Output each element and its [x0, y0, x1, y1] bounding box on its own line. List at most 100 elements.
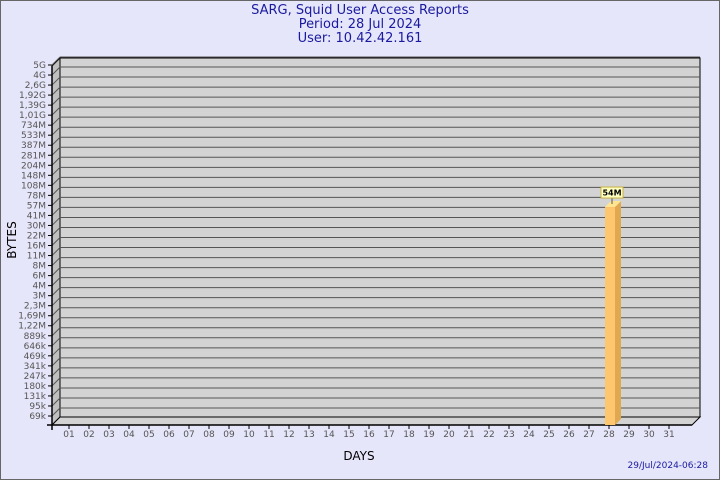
x-tick-label: 08 — [203, 430, 215, 440]
x-tick-label: 15 — [343, 430, 354, 440]
y-tick-label: 387M — [21, 141, 46, 151]
x-tick-label: 30 — [643, 430, 655, 440]
y-tick-label: 16M — [27, 242, 46, 252]
y-tick-diag — [51, 397, 61, 407]
y-tick-label: 646k — [24, 342, 47, 352]
y-tick-diag — [51, 357, 61, 367]
y-tick-diag — [51, 317, 61, 327]
x-tick-label: 06 — [163, 430, 175, 440]
x-tick-label: 04 — [123, 430, 135, 440]
x-tick-label: 24 — [523, 430, 535, 440]
y-tick-label: 5G — [33, 61, 46, 71]
y-tick-diag — [51, 197, 61, 206]
y-tick-label: 4M — [33, 282, 47, 292]
x-axis-label: DAYS — [343, 449, 374, 463]
y-tick-label: 6M — [33, 272, 47, 282]
y-tick-label: 78M — [27, 191, 46, 201]
x-tick-label: 05 — [143, 430, 154, 440]
y-tick-diag — [51, 257, 61, 266]
plot-floor — [50, 416, 702, 426]
x-tick-label: 21 — [463, 430, 474, 440]
y-tick-diag — [51, 337, 61, 347]
y-tick-diag — [51, 66, 61, 76]
y-tick-label: 22M — [27, 231, 46, 241]
x-tick-label: 27 — [583, 430, 594, 440]
y-tick-label: 180k — [24, 382, 47, 392]
y-tick-diag — [51, 307, 61, 317]
bar-value-label: 54M — [602, 189, 621, 198]
bar-front — [605, 207, 615, 425]
y-tick-label: 889k — [24, 332, 47, 342]
y-tick-label: 131k — [24, 392, 47, 402]
y-tick-diag — [51, 367, 61, 377]
y-tick-diag — [51, 136, 61, 146]
y-tick-label: 247k — [24, 372, 47, 382]
y-tick-diag — [51, 247, 61, 256]
x-tick-label: 23 — [503, 430, 514, 440]
chart-period: Period: 28 Jul 2024 — [298, 17, 422, 32]
x-tick-label: 13 — [303, 430, 314, 440]
x-tick-label: 09 — [223, 430, 235, 440]
chart-title: SARG, Squid User Access Reports — [251, 3, 469, 18]
bar-label-box — [600, 186, 624, 199]
y-tick-label: 204M — [21, 161, 46, 171]
y-tick-diag — [51, 377, 61, 387]
x-tick-label: 29 — [623, 430, 635, 440]
y-tick-diag — [51, 287, 61, 297]
y-tick-diag — [51, 96, 61, 106]
y-tick-label: 4G — [33, 71, 46, 81]
y-tick-label: 41M — [27, 211, 46, 221]
y-tick-diag — [51, 217, 61, 226]
bar-top — [605, 201, 621, 208]
x-tick-label: 01 — [63, 430, 74, 440]
y-tick-diag — [51, 187, 61, 196]
x-tick-label: 10 — [243, 430, 255, 440]
y-tick-diag — [51, 327, 61, 337]
y-tick-diag — [51, 76, 61, 86]
x-tick-label: 17 — [383, 430, 394, 440]
y-tick-label: 69k — [29, 412, 46, 422]
y-tick-diag — [51, 297, 61, 307]
y-tick-diag — [51, 126, 61, 136]
x-tick-label: 14 — [323, 430, 335, 440]
y-tick-diag — [51, 176, 61, 186]
y-tick-label: 1,69M — [18, 312, 46, 322]
y-tick-diag — [51, 277, 61, 286]
y-tick-diag — [51, 146, 61, 156]
x-tick-label: 31 — [663, 430, 674, 440]
y-tick-diag — [51, 116, 61, 126]
y-tick-diag — [51, 156, 61, 166]
y-tick-label: 1,01G — [19, 111, 46, 121]
y-tick-label: 95k — [29, 402, 46, 412]
y-axis-label: BYTES — [5, 221, 19, 258]
y-tick-label: 281M — [21, 151, 46, 161]
x-tick-label: 19 — [423, 430, 435, 440]
y-tick-label: 341k — [24, 362, 47, 372]
y-tick-diag — [51, 227, 61, 236]
x-tick-label: 16 — [363, 430, 375, 440]
x-tick-label: 18 — [403, 430, 415, 440]
x-tick-label: 07 — [183, 430, 194, 440]
y-tick-diag — [51, 387, 61, 397]
y-tick-diag — [51, 237, 61, 246]
y-tick-diag — [51, 166, 61, 176]
y-tick-label: 148M — [21, 171, 46, 181]
y-tick-label: 11M — [27, 252, 46, 262]
y-tick-label: 2,6G — [25, 81, 46, 91]
x-tick-label: 26 — [563, 430, 575, 440]
y-tick-diag — [51, 207, 61, 216]
y-tick-label: 734M — [21, 121, 46, 131]
generated-timestamp: 29/Jul/2024-06:28 — [627, 461, 708, 471]
x-tick-label: 22 — [483, 430, 494, 440]
chart-user: User: 10.42.42.161 — [297, 31, 423, 46]
y-tick-label: 469k — [24, 352, 47, 362]
y-tick-label: 1,22M — [18, 322, 46, 332]
x-tick-label: 11 — [263, 430, 274, 440]
y-tick-label: 3M — [33, 292, 47, 302]
bar-side — [615, 201, 621, 425]
y-tick-diag — [51, 56, 61, 66]
y-tick-label: 57M — [27, 201, 46, 211]
y-tick-diag — [51, 407, 61, 417]
x-tick-label: 20 — [443, 430, 455, 440]
